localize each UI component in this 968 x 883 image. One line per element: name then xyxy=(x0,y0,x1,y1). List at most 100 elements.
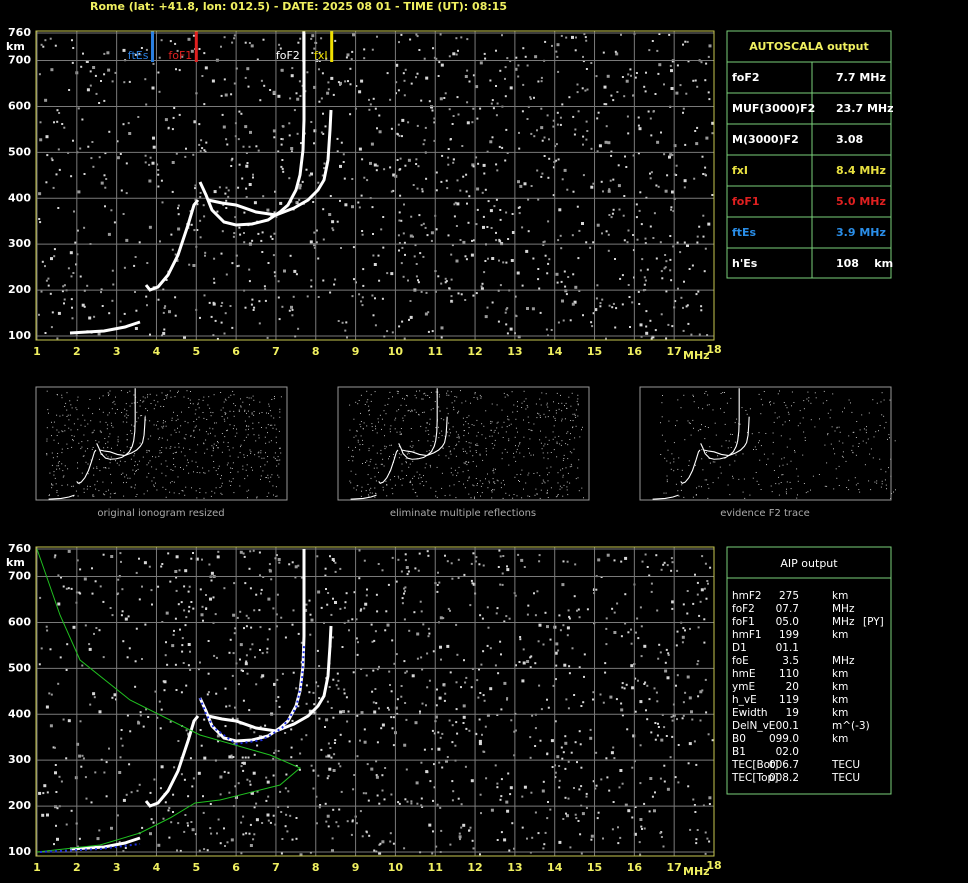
noise-dot xyxy=(211,455,213,457)
noise-dot xyxy=(727,484,729,486)
thumbnail-caption: original ionogram resized xyxy=(97,508,224,519)
noise-dot xyxy=(534,727,537,730)
noise-dot xyxy=(194,198,197,201)
noise-dot xyxy=(242,465,244,467)
noise-dot xyxy=(477,431,479,433)
noise-dot xyxy=(474,560,477,563)
noise-dot xyxy=(489,140,493,144)
noise-dot xyxy=(93,696,96,699)
noise-dot xyxy=(569,846,572,849)
noise-dot xyxy=(333,742,336,744)
noise-dot xyxy=(220,305,223,307)
noise-dot xyxy=(521,469,523,471)
noise-dot xyxy=(175,576,178,579)
noise-dot xyxy=(676,718,678,721)
noise-dot xyxy=(550,329,553,331)
noise-dot xyxy=(371,640,374,643)
noise-dot xyxy=(203,442,205,444)
noise-dot xyxy=(114,412,116,414)
noise-dot xyxy=(503,838,507,842)
noise-dot xyxy=(285,773,288,776)
noise-dot xyxy=(258,609,261,612)
noise-dot xyxy=(108,395,109,396)
noise-dot xyxy=(404,68,407,71)
noise-dot xyxy=(219,775,223,779)
noise-dot xyxy=(836,477,838,479)
noise-dot xyxy=(274,458,276,460)
noise-dot xyxy=(244,662,248,666)
noise-dot xyxy=(562,476,564,478)
noise-dot xyxy=(539,415,541,417)
noise-dot xyxy=(511,391,513,393)
noise-dot xyxy=(695,464,696,466)
noise-dot xyxy=(146,449,148,451)
noise-dot xyxy=(705,136,709,140)
noise-dot xyxy=(648,49,651,52)
noise-dot xyxy=(285,813,288,816)
noise-dot xyxy=(551,44,553,47)
noise-dot xyxy=(342,153,345,156)
noise-dot xyxy=(118,464,120,466)
noise-dot xyxy=(149,791,152,794)
noise-dot xyxy=(512,411,514,413)
noise-dot xyxy=(173,107,176,109)
noise-dot xyxy=(368,464,370,466)
noise-dot xyxy=(478,739,482,743)
noise-dot xyxy=(62,431,64,433)
noise-dot xyxy=(370,394,372,396)
noise-dot xyxy=(478,563,481,566)
noise-dot xyxy=(537,640,540,643)
noise-dot xyxy=(533,135,536,138)
y-tick-label: 760 xyxy=(8,542,31,555)
noise-dot xyxy=(278,318,281,321)
noise-dot xyxy=(682,111,684,114)
noise-dot xyxy=(419,600,422,603)
noise-dot xyxy=(329,291,332,294)
noise-dot xyxy=(72,272,75,274)
noise-dot xyxy=(454,400,456,402)
noise-dot xyxy=(611,306,614,309)
noise-dot xyxy=(344,329,347,332)
noise-dot xyxy=(675,425,676,427)
noise-dot xyxy=(133,455,135,457)
noise-dot xyxy=(833,488,835,490)
noise-dot xyxy=(228,704,231,707)
noise-dot xyxy=(234,405,236,407)
noise-dot xyxy=(223,418,225,420)
noise-dot xyxy=(393,453,394,455)
noise-dot xyxy=(214,613,217,616)
noise-dot xyxy=(582,314,584,317)
noise-dot xyxy=(86,88,90,92)
noise-dot xyxy=(102,656,105,659)
noise-dot xyxy=(456,732,459,735)
noise-dot xyxy=(539,439,541,441)
noise-dot xyxy=(209,803,212,805)
noise-dot xyxy=(363,422,365,424)
noise-dot xyxy=(324,125,327,128)
noise-dot xyxy=(318,100,321,103)
noise-dot xyxy=(763,391,765,392)
noise-dot xyxy=(372,430,374,431)
noise-dot xyxy=(687,322,690,325)
noise-dot xyxy=(331,558,335,561)
noise-dot xyxy=(70,275,73,278)
noise-dot xyxy=(299,95,302,97)
noise-dot xyxy=(53,248,56,251)
noise-dot xyxy=(264,464,266,466)
noise-dot xyxy=(439,616,443,620)
noise-dot xyxy=(540,126,544,130)
noise-dot xyxy=(318,68,320,71)
noise-dot xyxy=(276,495,278,497)
noise-dot xyxy=(367,799,370,802)
noise-dot xyxy=(463,462,465,464)
noise-dot xyxy=(90,801,93,804)
noise-dot xyxy=(126,434,128,435)
noise-dot xyxy=(692,394,694,396)
noise-dot xyxy=(82,52,84,55)
noise-dot xyxy=(705,391,707,392)
noise-dot xyxy=(732,475,733,477)
noise-dot xyxy=(376,432,378,434)
noise-dot xyxy=(363,559,366,562)
noise-dot xyxy=(160,708,163,711)
noise-dot xyxy=(279,790,282,793)
